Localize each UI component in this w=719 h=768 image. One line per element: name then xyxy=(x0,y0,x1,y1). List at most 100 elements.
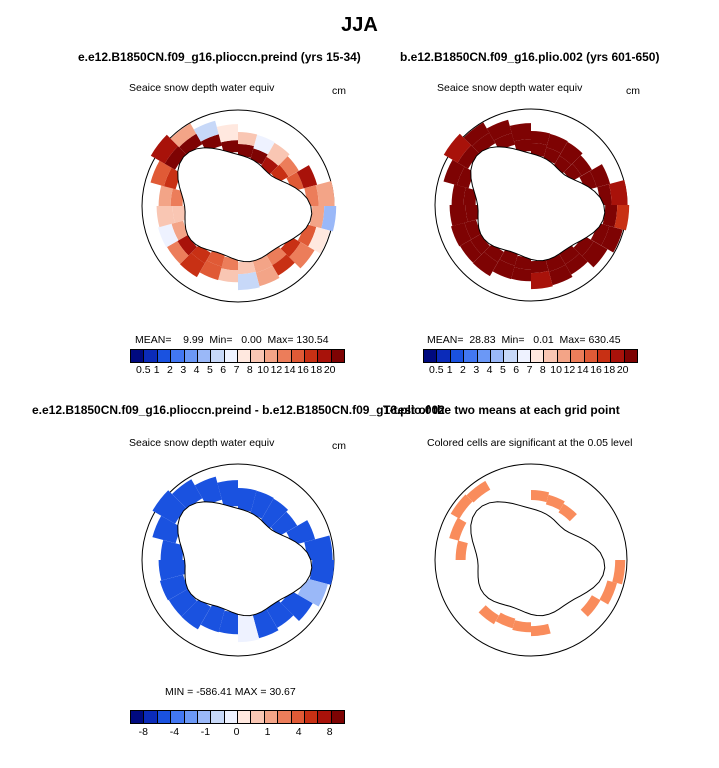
diff-sea-ice-cell xyxy=(200,603,225,633)
panel3-colorbar-swatch xyxy=(278,711,292,723)
inner-sea-ice-cell xyxy=(177,235,197,256)
inner-sea-ice-cell xyxy=(499,248,518,266)
panel1-colorbar-tick-label: 14 xyxy=(283,364,296,376)
panel3-colorbar-swatch xyxy=(291,711,305,723)
significant-cell xyxy=(466,480,491,503)
significant-cell xyxy=(599,580,617,605)
panel2-colorbar-swatch xyxy=(531,350,545,362)
outer-sea-ice-cell xyxy=(608,180,628,205)
panel2-colorbar-tick-label: 2 xyxy=(460,364,466,376)
panel2-colorbar xyxy=(423,349,638,363)
panel2-colorbar-swatch xyxy=(437,350,451,362)
significant-cell xyxy=(531,490,550,503)
inner-sea-ice-cell xyxy=(531,259,549,274)
panel3-colorbar-tick-label: 8 xyxy=(326,726,333,738)
panel1-colorbar-tick-label: 12 xyxy=(270,364,283,376)
inner-sea-ice-cell xyxy=(238,260,256,275)
panel2-colorbar-swatch xyxy=(450,350,465,362)
inner-sea-ice-cell xyxy=(590,222,610,246)
panel2-colorbar-swatch xyxy=(464,350,478,362)
outer-sea-ice-cell xyxy=(289,242,315,269)
antarctica-outline xyxy=(177,501,313,617)
outer-sea-ice-cell xyxy=(272,254,295,276)
panel2-colorbar-swatch xyxy=(611,350,625,362)
panel3-colorbar-tick-label: 1 xyxy=(264,726,271,738)
inner-sea-ice-cell xyxy=(470,234,490,255)
panel3-colorbar-swatch xyxy=(304,711,319,723)
panel1-colorbar-swatch xyxy=(197,350,212,362)
diff-sea-ice-cell xyxy=(159,574,189,601)
panel1-colorbar-tick-label: 16 xyxy=(297,364,309,376)
diff-sea-ice-cell xyxy=(266,599,294,628)
inner-sea-ice-cell xyxy=(472,132,496,155)
outer-sea-ice-cell xyxy=(238,131,258,147)
outer-sea-ice-cell xyxy=(315,181,335,206)
outer-sea-ice-cell xyxy=(156,206,175,228)
panel2-colorbar-tick-label: 18 xyxy=(603,364,616,376)
panel1-colorbar-swatch xyxy=(278,350,292,362)
panel1-colorbar-tick-label: 6 xyxy=(220,364,227,376)
diff-sea-ice-cell xyxy=(152,490,187,524)
panel3-colorbar-swatch xyxy=(171,711,185,723)
panel3-subtitle: Seaice snow depth water equiv xyxy=(129,437,275,449)
panel1-units: cm xyxy=(332,85,346,97)
panel2-subtitle: Seaice snow depth water equiv xyxy=(437,82,583,94)
panel3-units: cm xyxy=(332,440,346,452)
inner-sea-ice-cell xyxy=(164,146,187,170)
outer-sea-ice-cell xyxy=(150,134,179,164)
panel3-title: e.e12.B1850CN.f09_g16.plioccn.preind - b… xyxy=(32,403,445,417)
diff-sea-ice-cell xyxy=(252,609,279,639)
panel3-map xyxy=(141,463,335,657)
outer-sea-ice-cell xyxy=(308,227,330,254)
outer-sea-ice-cell xyxy=(460,240,482,263)
panel1-colorbar-tick-label: 10 xyxy=(257,364,269,376)
panel1-colorbar-swatch xyxy=(157,350,172,362)
panel1-colorbar-swatch xyxy=(264,350,279,362)
diff-sea-ice-cell xyxy=(168,589,197,617)
inner-sea-ice-cell xyxy=(266,245,287,266)
inner-sea-ice-cell xyxy=(191,244,211,264)
panel4-map xyxy=(434,463,628,657)
outer-sea-ice-cell xyxy=(216,124,238,143)
panel3-colorbar-tick-label: -8 xyxy=(138,726,148,738)
outer-sea-ice-cell xyxy=(158,223,179,248)
panel1-colorbar-swatch xyxy=(171,350,185,362)
diff-sea-ice-cell xyxy=(238,488,257,512)
panel3-colorbar-swatch xyxy=(157,711,172,723)
outer-sea-ice-cell xyxy=(449,205,468,227)
panel1-colorbar-tick-label: 5 xyxy=(206,364,213,376)
outer-sea-ice-cell xyxy=(150,160,172,187)
outer-sea-ice-cell xyxy=(565,253,588,275)
panel3-colorbar-swatch xyxy=(131,711,145,723)
panel3-colorbar-swatch xyxy=(211,711,225,723)
panel2-colorbar-swatch xyxy=(477,350,491,362)
panel1-colorbar-tick-label: 8 xyxy=(246,364,253,376)
inner-sea-ice-cell xyxy=(464,219,482,240)
significant-cell xyxy=(449,517,467,541)
panel1-colorbar-swatch xyxy=(291,350,305,362)
panel1-colorbar-labels: 0.5 1 2 3 4 5 6 7 8 10 12 14 16 18 20 xyxy=(130,364,345,378)
panel2-colorbar-tick-label: 3 xyxy=(473,364,480,376)
significant-cell xyxy=(531,623,551,637)
outer-sea-ice-cell xyxy=(472,251,498,277)
panel1-colorbar-swatch xyxy=(211,350,225,362)
antarctica-outline xyxy=(470,501,606,617)
inner-sea-ice-cell xyxy=(602,205,618,228)
outer-sea-ice-cell xyxy=(451,184,466,205)
panel2-colorbar-swatch xyxy=(624,350,637,362)
inner-sea-ice-cell xyxy=(514,255,531,270)
panel1-subtitle: Seaice snow depth water equiv xyxy=(129,82,275,94)
panel1-colorbar-tick-label: 20 xyxy=(323,364,336,376)
panel2-colorbar-swatch xyxy=(490,350,505,362)
significant-cell xyxy=(558,503,577,522)
inner-sea-ice-cell xyxy=(559,244,580,265)
outer-sea-ice-cell xyxy=(572,155,592,176)
inner-sea-ice-cell xyxy=(206,249,225,267)
inner-sea-ice-cell xyxy=(297,223,317,247)
outer-sea-ice-cell xyxy=(511,267,531,282)
panel2-map xyxy=(434,108,630,302)
panel3-colorbar-swatch xyxy=(318,711,332,723)
panel2-colorbar-tick-label: 16 xyxy=(590,364,602,376)
outer-sea-ice-cell xyxy=(614,205,630,231)
panel4-title: T-test of the two means at each grid poi… xyxy=(383,403,620,417)
